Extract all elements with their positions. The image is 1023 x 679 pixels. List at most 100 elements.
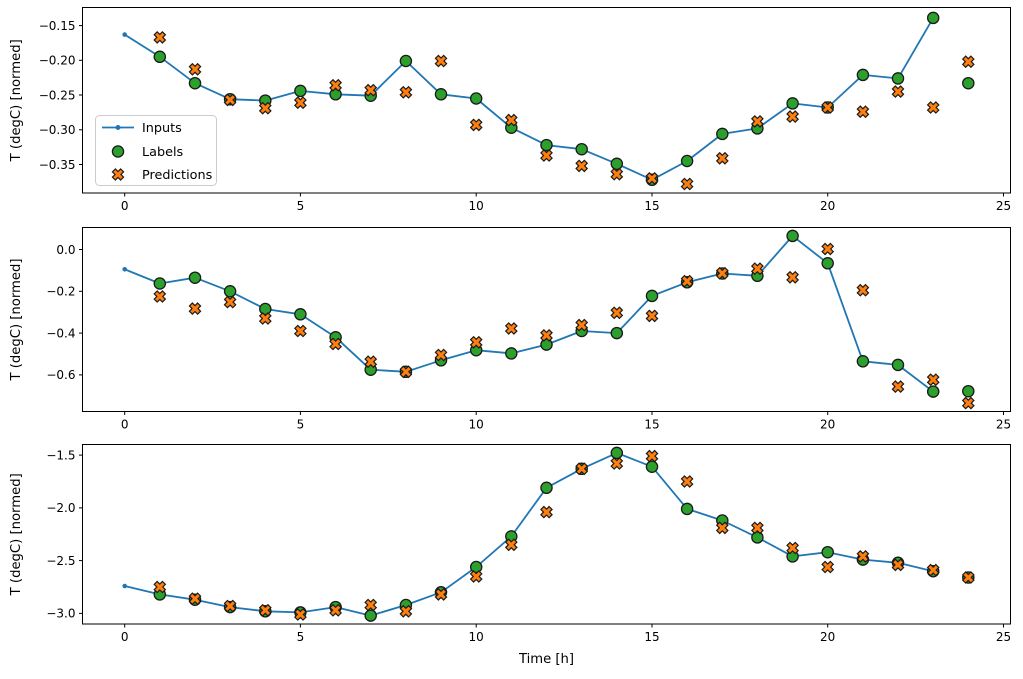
- predictions-point: [188, 302, 202, 316]
- inputs-line: [124, 235, 934, 393]
- predictions-point: [926, 101, 940, 114]
- labels-point: [856, 68, 870, 82]
- axes-frame: [82, 227, 1011, 412]
- predictions-point: [258, 101, 272, 115]
- subplot-3: 0 5 10 15 20 25 −1.5 −2.0 −2.5 −3.0 T (degC) [norm…: [9, 444, 1011, 644]
- predictions-point: [715, 521, 729, 535]
- predictions-point: [188, 592, 202, 606]
- labels-point: [294, 308, 307, 321]
- predictions-point: [399, 85, 413, 99]
- inputs-point: [122, 32, 127, 37]
- x-tick-label: 10: [469, 630, 484, 644]
- labels-point: [540, 138, 553, 152]
- predictions-point: [434, 54, 448, 68]
- predictions-point: [399, 365, 413, 379]
- labels-point: [751, 531, 764, 544]
- predictions-point: [540, 149, 553, 162]
- labels-point: [540, 338, 553, 351]
- labels-point: [469, 92, 483, 105]
- predictions-point: [680, 274, 694, 288]
- predictions-point: [575, 318, 589, 332]
- predictions-point: [258, 312, 272, 325]
- labels-point: [153, 277, 167, 290]
- predictions-point: [364, 598, 378, 612]
- labels-point: [399, 54, 413, 68]
- predictions-point: [821, 560, 835, 574]
- legend-label: Inputs: [142, 121, 182, 136]
- predictions-point: [364, 83, 378, 97]
- labels-point: [926, 11, 940, 25]
- labels-point: [188, 271, 202, 284]
- inputs-line: [124, 452, 934, 617]
- x-tick-label: 5: [297, 199, 305, 213]
- predictions-point: [469, 335, 483, 349]
- predictions-point: [645, 309, 659, 323]
- predictions-point: [153, 290, 167, 303]
- x-tick-label: 25: [996, 630, 1011, 644]
- predictions-point: [434, 348, 448, 362]
- x-tick-label: 5: [297, 630, 305, 644]
- legend-labels-circle-icon: [111, 145, 125, 158]
- labels-point: [259, 302, 272, 316]
- inputs-line: [124, 17, 934, 181]
- labels-point: [786, 97, 799, 110]
- labels-point: [188, 76, 202, 90]
- x-tick-label: 20: [820, 418, 835, 432]
- predictions-point: [856, 549, 870, 563]
- labels-point: [786, 229, 799, 243]
- labels-point: [856, 355, 870, 368]
- x-tick-label: 25: [996, 418, 1011, 432]
- legend-box: [95, 115, 217, 186]
- predictions-point: [786, 270, 800, 284]
- labels-point: [575, 142, 588, 156]
- labels-point: [469, 560, 483, 574]
- labels-point: [680, 154, 694, 168]
- predictions-point: [610, 167, 624, 181]
- y-tick-label: −0.20: [39, 54, 76, 68]
- labels-point: [364, 609, 377, 622]
- inputs-point: [122, 267, 127, 272]
- predictions-point: [961, 571, 975, 584]
- labels-point: [926, 385, 940, 398]
- predictions-point: [188, 62, 202, 76]
- legend: Inputs Labels Predictions: [95, 115, 217, 186]
- labels-point: [821, 257, 834, 270]
- labels-point: [891, 72, 905, 85]
- labels-point: [716, 127, 729, 141]
- x-tick-label: 0: [121, 199, 129, 213]
- predictions-point: [786, 541, 800, 555]
- x-tick-label: 20: [820, 630, 835, 644]
- inputs-point: [122, 583, 127, 589]
- y-tick-label: −1.5: [46, 448, 75, 462]
- labels-point: [962, 76, 975, 90]
- x-tick-label: 25: [996, 199, 1011, 213]
- predictions-point: [856, 105, 870, 119]
- predictions-point: [293, 608, 307, 621]
- y-tick-label: −2.5: [46, 554, 75, 568]
- predictions-point: [575, 462, 589, 476]
- predictions-point: [223, 295, 237, 309]
- predictions-point: [223, 93, 237, 107]
- labels-point: [540, 481, 553, 495]
- y-tick-label: −0.2: [46, 285, 75, 299]
- legend-inputs-dot-icon: [115, 125, 121, 130]
- x-tick-label: 15: [644, 418, 659, 432]
- predictions-point: [329, 603, 343, 617]
- predictions-point: [504, 538, 518, 552]
- x-tick-label: 0: [121, 418, 129, 432]
- x-tick-label: 10: [469, 418, 484, 432]
- predictions-point: [575, 159, 589, 173]
- predictions-point: [961, 396, 975, 410]
- predictions-point: [821, 101, 835, 114]
- predictions-point: [750, 262, 764, 276]
- labels-point: [505, 347, 518, 360]
- y-tick-label: −0.4: [46, 326, 75, 340]
- predictions-point: [645, 171, 659, 185]
- y-tick-label: −3.0: [46, 607, 75, 621]
- y-axis-label: T (degC) [normed]: [9, 39, 24, 162]
- predictions-point: [329, 78, 343, 92]
- labels-point: [680, 502, 694, 516]
- labels-point: [645, 460, 659, 473]
- predictions-point: [891, 85, 905, 99]
